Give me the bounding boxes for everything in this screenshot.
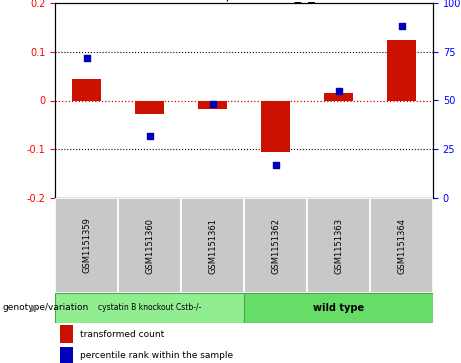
Bar (55, 198, 118, 293)
Point (398, 24, 405, 29)
Bar (244, 293, 433, 323)
Bar (244, 198, 307, 293)
Text: cystatin B knockout Cstb-/-: cystatin B knockout Cstb-/- (98, 303, 201, 313)
Text: GSM1151362: GSM1151362 (271, 217, 280, 273)
Text: percentile rank within the sample: percentile rank within the sample (80, 351, 233, 360)
Text: genotype/variation: genotype/variation (2, 303, 89, 313)
Point (335, 88, 342, 94)
Bar (387, 40, 416, 101)
Text: GSM1151360: GSM1151360 (145, 217, 154, 273)
Bar (325, 93, 353, 101)
Bar (59, 347, 73, 363)
Bar (136, 101, 164, 114)
Bar (198, 101, 227, 109)
Text: GSM1151363: GSM1151363 (334, 217, 343, 274)
Bar (118, 198, 181, 293)
Title: GDS5090 / 1427921_s_at: GDS5090 / 1427921_s_at (160, 0, 328, 2)
Text: GSM1151359: GSM1151359 (82, 217, 91, 273)
Text: GSM1151364: GSM1151364 (397, 217, 406, 273)
Bar (72, 78, 100, 101)
Bar (307, 198, 370, 293)
Text: ▶: ▶ (30, 303, 38, 313)
Point (209, 102, 216, 107)
Point (272, 162, 279, 168)
Bar (261, 101, 290, 152)
Bar (181, 198, 244, 293)
Text: transformed count: transformed count (80, 330, 165, 339)
Bar (55, 293, 244, 323)
Bar (59, 325, 73, 343)
Text: GSM1151361: GSM1151361 (208, 217, 217, 273)
Text: wild type: wild type (313, 303, 364, 313)
Point (83, 55, 90, 61)
Bar (370, 198, 433, 293)
Point (146, 133, 153, 139)
